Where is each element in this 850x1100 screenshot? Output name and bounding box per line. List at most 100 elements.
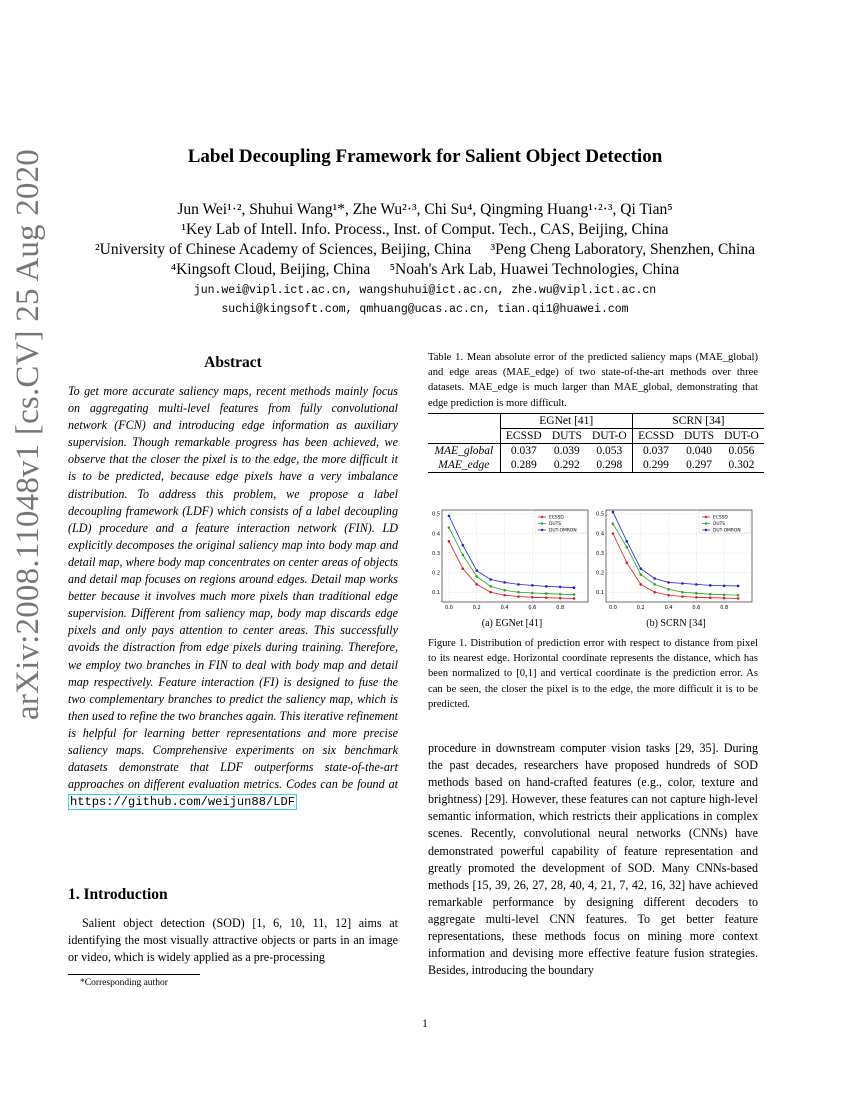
- table-col-header: DUT-O: [586, 428, 633, 444]
- right-column-body: procedure in downstream computer vision …: [428, 741, 758, 978]
- data-point: [503, 581, 506, 584]
- data-point: [611, 510, 615, 514]
- table-cell: 0.037: [643, 445, 669, 457]
- affiliation-2: ²University of Chinese Academy of Scienc…: [94, 241, 755, 258]
- data-point: [531, 596, 534, 599]
- data-point: [572, 593, 576, 596]
- legend-label: DUTS: [713, 521, 725, 527]
- data-point: [558, 596, 562, 600]
- data-point: [503, 593, 506, 597]
- legend-label: DUT-OMRON: [549, 528, 577, 534]
- x-tick-label: 0.6: [692, 605, 700, 611]
- legend-marker: [540, 515, 544, 519]
- data-point: [447, 540, 451, 543]
- authors-line: Jun Wei¹·², Shuhui Wang¹*, Zhe Wu²·³, Ch…: [177, 201, 673, 218]
- table-col-header: ECSSD: [638, 430, 674, 442]
- data-point: [681, 590, 684, 594]
- data-point: [517, 583, 520, 586]
- data-point: [461, 567, 465, 571]
- data-point: [708, 592, 712, 596]
- paper-title: Label Decoupling Framework for Salient O…: [187, 146, 663, 167]
- y-tick-label: 0.3: [432, 551, 440, 557]
- data-point: [544, 592, 548, 595]
- data-point: [475, 575, 479, 578]
- data-point: [517, 595, 520, 598]
- data-point: [558, 585, 562, 589]
- data-point: [558, 592, 562, 596]
- data-point: [447, 526, 451, 529]
- intro-paragraph: Salient object detection (SOD) [1, 6, 10…: [68, 916, 398, 965]
- legend-label: ECSSD: [713, 515, 728, 521]
- affiliation-1: ¹Key Lab of Intell. Info. Process., Inst…: [181, 221, 669, 238]
- x-tick-label: 0.8: [556, 605, 564, 611]
- table-group-egnet[interactable]: EGNet [41]: [500, 413, 633, 429]
- series-line: [448, 515, 575, 589]
- email-line-1[interactable]: jun.wei@vipl.ict.ac.cn, wangshuhui@ict.a…: [193, 284, 657, 297]
- page-number: 1: [422, 1016, 428, 1030]
- data-point: [695, 596, 698, 599]
- data-point: [653, 577, 656, 580]
- legend-label: DUT-OMRON: [713, 528, 741, 534]
- series-line: [448, 541, 575, 599]
- y-tick-label: 0.5: [432, 512, 440, 518]
- x-tick-label: 0.4: [501, 605, 509, 611]
- data-point: [625, 540, 629, 543]
- table-cell: 0.039: [553, 445, 580, 457]
- legend-label: ECSSD: [549, 515, 564, 521]
- data-point: [722, 596, 726, 600]
- table-row-label: MAE_edge: [428, 458, 501, 473]
- data-point: [667, 581, 670, 584]
- legend-marker: [540, 522, 544, 525]
- series-line: [612, 511, 739, 587]
- data-point: [722, 593, 726, 597]
- x-tick-label: 0.6: [528, 605, 536, 611]
- table-cell: 0.053: [586, 443, 633, 458]
- data-point: [475, 569, 479, 572]
- data-point: [531, 591, 534, 595]
- legend-label: DUTS: [549, 521, 561, 527]
- data-point: [639, 583, 643, 586]
- results-table: EGNet [41] SCRN [34] ECSSD DUTS DUT-O EC…: [428, 413, 764, 473]
- y-tick-label: 0.3: [596, 551, 604, 557]
- y-tick-label: 0.2: [596, 570, 604, 576]
- data-point: [611, 532, 615, 535]
- data-point: [503, 588, 506, 592]
- data-point: [517, 590, 520, 594]
- data-point: [695, 591, 698, 595]
- x-tick-label: 0.0: [445, 605, 453, 611]
- table-caption: Table 1. Mean absolute error of the pred…: [428, 352, 758, 409]
- intro-heading: 1. Introduction: [68, 886, 168, 903]
- data-point: [722, 584, 726, 588]
- table-cell: 0.040: [686, 445, 712, 457]
- y-tick-label: 0.5: [596, 512, 604, 518]
- data-point: [544, 596, 548, 599]
- x-tick-label: 0.8: [720, 605, 728, 611]
- code-link[interactable]: https://github.com/weijun88/LDF: [68, 794, 297, 811]
- table-col-header: ECSSD: [505, 430, 542, 442]
- table-cell: 0.289: [510, 459, 537, 471]
- legend-marker: [704, 528, 708, 532]
- data-point: [475, 583, 479, 586]
- data-point: [653, 590, 656, 594]
- data-point: [639, 573, 643, 576]
- series-line: [448, 527, 575, 595]
- legend-marker: [704, 515, 708, 519]
- table-cell: 0.302: [728, 459, 755, 471]
- data-point: [708, 584, 712, 587]
- data-point: [461, 553, 465, 557]
- data-point: [653, 583, 656, 586]
- table-group-scrn[interactable]: SCRN [34]: [632, 413, 764, 429]
- data-point: [461, 543, 465, 547]
- table-cell: 0.297: [686, 459, 712, 471]
- data-point: [736, 593, 740, 597]
- data-point: [667, 593, 670, 597]
- email-block: jun.wei@vipl.ict.ac.cn, wangshuhui@ict.a…: [0, 281, 850, 319]
- figure-caption: Figure 1. Distribution of prediction err…: [428, 638, 758, 710]
- table-col-header: DUTS: [551, 430, 582, 442]
- email-line-2[interactable]: suchi@kingsoft.com, qmhuang@ucas.ac.cn, …: [221, 303, 629, 316]
- y-tick-label: 0.1: [432, 590, 440, 596]
- plot-scrn: 0.1 0.2 0.3 0.4 0.5 0.0 0.2 0.4 0.6 0.8 ECSSDDUTSD…: [596, 509, 753, 611]
- y-tick-label: 0.4: [432, 531, 440, 537]
- table-cell: 0.298: [586, 458, 633, 473]
- legend-box: [534, 510, 587, 534]
